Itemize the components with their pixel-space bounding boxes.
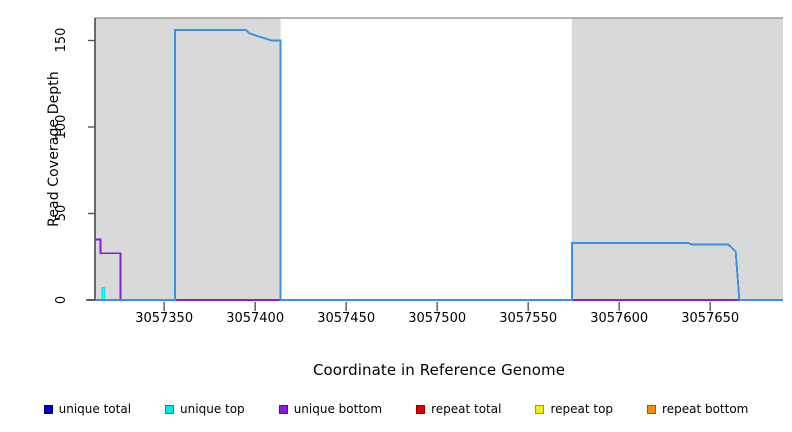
- legend-label: unique top: [180, 402, 245, 416]
- x-tick-label-1: 3057400: [226, 311, 285, 326]
- x-tick-label-2: 3057450: [317, 311, 376, 326]
- legend: unique total unique top unique bottom repea…: [0, 398, 792, 420]
- legend-swatch-icon: [43, 404, 53, 414]
- x-tick-label-0: 3057350: [135, 311, 194, 326]
- x-tick-label-3: 3057500: [408, 311, 467, 326]
- series-unique-total: [95, 29, 783, 301]
- x-tick-label-5: 3057600: [590, 311, 649, 326]
- legend-label: repeat top: [550, 402, 614, 416]
- legend-item-unique-top[interactable]: unique top: [165, 403, 245, 415]
- series-unique-bottom: [95, 238, 783, 301]
- legend-item-repeat-bottom[interactable]: repeat bottom: [647, 403, 748, 415]
- x-tick-label-6: 3057650: [681, 311, 740, 326]
- y-tick-label-1: 50: [54, 205, 69, 222]
- legend-swatch-icon: [535, 404, 545, 414]
- legend-item-repeat-top[interactable]: repeat top: [535, 403, 613, 415]
- shaded-region-1: [571, 18, 783, 300]
- legend-label: unique bottom: [293, 402, 383, 416]
- legend-label: repeat bottom: [662, 402, 749, 416]
- x-axis-title: Coordinate in Reference Genome: [312, 361, 566, 379]
- legend-item-unique-total[interactable]: unique total: [43, 402, 132, 416]
- legend-swatch-icon: [278, 404, 288, 414]
- legend-swatch-icon: [416, 404, 426, 414]
- shaded-region-0: [95, 18, 281, 300]
- legend-item-unique-bottom[interactable]: unique bottom: [278, 402, 383, 416]
- y-tick-label-3: 150: [54, 28, 69, 53]
- legend-swatch-icon: [647, 404, 657, 414]
- x-tick-label-4: 3057550: [499, 311, 558, 326]
- legend-swatch-icon: [165, 404, 175, 414]
- legend-label: unique total: [58, 402, 132, 416]
- y-tick-label-2: 100: [54, 114, 69, 140]
- legend-item-repeat-total[interactable]: repeat total: [416, 403, 501, 415]
- y-tick-label-0: 0: [54, 295, 69, 305]
- legend-label: repeat total: [431, 402, 502, 416]
